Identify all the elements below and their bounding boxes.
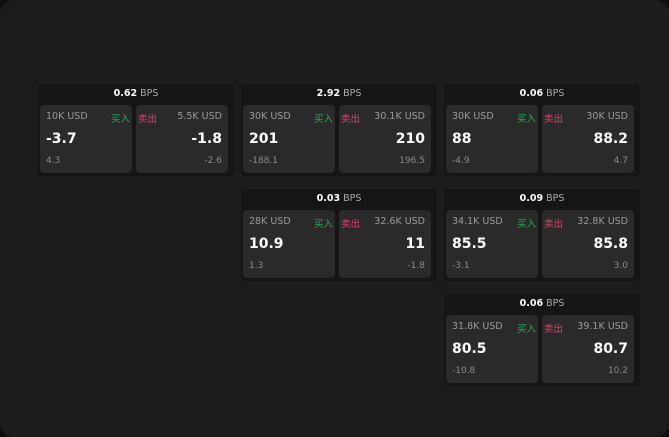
buy-panel[interactable]: 31.8K USD 买入 80.5 -10.8: [446, 315, 538, 383]
sell-label: 卖出: [544, 324, 564, 335]
sell-change: 10.2: [607, 366, 628, 376]
quote-card: 0.06 BPS 31.8K USD 买入 80.5 -10.8 卖出 39.1…: [444, 294, 640, 386]
spread-header: 0.06 BPS: [444, 84, 640, 104]
buy-change: -4.9: [452, 156, 470, 166]
buy-quantity: 28K USD: [249, 216, 291, 227]
spread-value: 0.06: [519, 298, 544, 309]
buy-label: 买入: [516, 324, 536, 335]
buy-label: 买入: [516, 114, 536, 125]
spread-unit: BPS: [546, 298, 565, 309]
spread-header: 0.03 BPS: [241, 189, 437, 209]
sell-quantity: 5.5K USD: [177, 111, 222, 122]
sell-price: 11: [405, 236, 425, 252]
sell-change: 196.5: [399, 156, 425, 166]
quote-card: 0.06 BPS 30K USD 买入 88 -4.9 卖出 30K USD 8…: [444, 84, 640, 176]
spread-unit: BPS: [343, 88, 362, 99]
spread-header: 2.92 BPS: [241, 84, 437, 104]
buy-label: 买入: [313, 114, 333, 125]
sell-price: 80.7: [593, 341, 628, 357]
sell-quantity: 30K USD: [586, 111, 628, 122]
buy-panel[interactable]: 28K USD 买入 10.9 1.3: [243, 210, 335, 278]
sell-panel[interactable]: 卖出 32.8K USD 85.8 3.0: [542, 210, 634, 278]
buy-panel[interactable]: 34.1K USD 买入 85.5 -3.1: [446, 210, 538, 278]
sell-quantity: 30.1K USD: [374, 111, 425, 122]
sell-price: 88.2: [593, 131, 628, 147]
spread-header: 0.06 BPS: [444, 294, 640, 314]
sell-label: 卖出: [544, 219, 564, 230]
buy-panel[interactable]: 30K USD 买入 201 -188.1: [243, 105, 335, 173]
buy-price: 85.5: [452, 236, 487, 252]
buy-change: 1.3: [249, 261, 264, 271]
spread-header: 0.09 BPS: [444, 189, 640, 209]
buy-price: 10.9: [249, 236, 284, 252]
buy-panel[interactable]: 10K USD 买入 -3.7 4.3: [40, 105, 132, 173]
buy-quantity: 10K USD: [46, 111, 88, 122]
spread-value: 0.03: [316, 193, 341, 204]
buy-price: 80.5: [452, 341, 487, 357]
spread-unit: BPS: [546, 193, 565, 204]
sell-panel[interactable]: 卖出 39.1K USD 80.7 10.2: [542, 315, 634, 383]
sell-label: 卖出: [544, 114, 564, 125]
sell-price: 210: [395, 131, 425, 147]
buy-quantity: 34.1K USD: [452, 216, 503, 227]
buy-change: -188.1: [249, 156, 279, 166]
sell-change: 4.7: [613, 156, 628, 166]
sell-panel[interactable]: 卖出 5.5K USD -1.8 -2.6: [136, 105, 228, 173]
sell-quantity: 32.6K USD: [374, 216, 425, 227]
quote-card: 2.92 BPS 30K USD 买入 201 -188.1 卖出 30.1K …: [241, 84, 437, 176]
sell-quantity: 39.1K USD: [577, 321, 628, 332]
buy-change: -10.8: [452, 366, 476, 376]
sell-panel[interactable]: 卖出 32.6K USD 11 -1.8: [339, 210, 431, 278]
sell-price: -1.8: [191, 131, 222, 147]
quote-card: 0.03 BPS 28K USD 买入 10.9 1.3 卖出 32.6K US…: [241, 189, 437, 281]
sell-change: 3.0: [613, 261, 628, 271]
sell-label: 卖出: [341, 114, 361, 125]
sell-price: 85.8: [593, 236, 628, 252]
spread-unit: BPS: [546, 88, 565, 99]
buy-panel[interactable]: 30K USD 买入 88 -4.9: [446, 105, 538, 173]
spread-value: 0.62: [113, 88, 138, 99]
sell-change: -2.6: [204, 156, 222, 166]
buy-price: 88: [452, 131, 472, 147]
quote-card: 0.09 BPS 34.1K USD 买入 85.5 -3.1 卖出 32.8K…: [444, 189, 640, 281]
buy-quantity: 30K USD: [249, 111, 291, 122]
spread-value: 2.92: [316, 88, 341, 99]
buy-price: -3.7: [46, 131, 77, 147]
buy-quantity: 30K USD: [452, 111, 494, 122]
spread-header: 0.62 BPS: [38, 84, 234, 104]
buy-change: 4.3: [46, 156, 61, 166]
sell-label: 卖出: [341, 219, 361, 230]
sell-panel[interactable]: 卖出 30K USD 88.2 4.7: [542, 105, 634, 173]
buy-change: -3.1: [452, 261, 470, 271]
buy-label: 买入: [110, 114, 130, 125]
buy-quantity: 31.8K USD: [452, 321, 503, 332]
buy-label: 买入: [313, 219, 333, 230]
buy-price: 201: [249, 131, 279, 147]
sell-label: 卖出: [138, 114, 158, 125]
spread-unit: BPS: [140, 88, 159, 99]
spread-value: 0.06: [519, 88, 544, 99]
buy-label: 买入: [516, 219, 536, 230]
quote-card: 0.62 BPS 10K USD 买入 -3.7 4.3 卖出 5.5K USD…: [38, 84, 234, 176]
spread-value: 0.09: [519, 193, 544, 204]
sell-quantity: 32.8K USD: [577, 216, 628, 227]
spread-unit: BPS: [343, 193, 362, 204]
sell-change: -1.8: [407, 261, 425, 271]
sell-panel[interactable]: 卖出 30.1K USD 210 196.5: [339, 105, 431, 173]
